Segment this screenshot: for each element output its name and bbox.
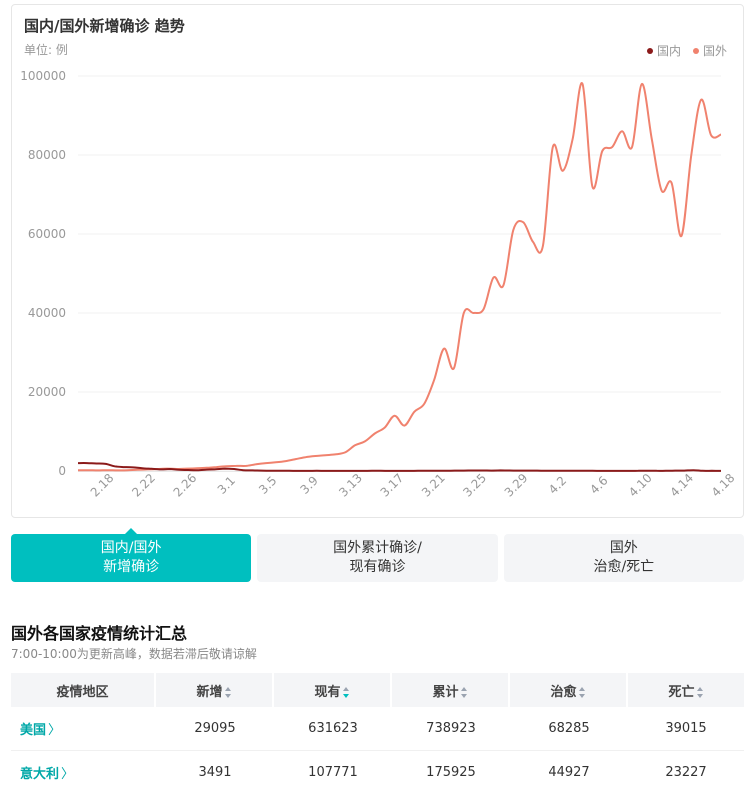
cell-new: 29095 bbox=[156, 707, 274, 751]
legend-label-foreign: 国外 bbox=[702, 44, 727, 58]
x-tick-label: 3.21 bbox=[419, 471, 448, 500]
cell-current: 107771 bbox=[274, 751, 392, 792]
summary-subtitle: 7:00-10:00为更新高峰，数据若滞后敬请谅解 bbox=[11, 647, 257, 661]
x-tick-label: 4.6 bbox=[587, 473, 610, 496]
y-tick-label: 20000 bbox=[28, 385, 66, 399]
sort-icon bbox=[460, 686, 468, 698]
x-tick-label: 2.18 bbox=[88, 471, 117, 500]
table-row[interactable]: 意大利〉 3491 107771 175925 44927 23227 bbox=[11, 751, 744, 792]
tab-cured-dead-label: 国外 治愈/死亡 bbox=[593, 540, 655, 575]
country-link-usa[interactable]: 美国〉 bbox=[11, 707, 156, 751]
cell-cured: 44927 bbox=[510, 751, 628, 792]
tab-cured-dead[interactable]: 国外 治愈/死亡 bbox=[503, 534, 744, 582]
col-header-dead[interactable]: 死亡 bbox=[628, 673, 744, 707]
legend-dot-foreign bbox=[692, 47, 699, 54]
x-tick-label: 3.13 bbox=[336, 471, 365, 500]
cell-total: 175925 bbox=[392, 751, 510, 792]
legend-item-foreign[interactable]: 国外 bbox=[692, 42, 727, 59]
chart-legend: 国内 国外 bbox=[646, 42, 727, 59]
trend-line-chart: 0 20000 40000 60000 80000 100000 2.18 2.22 2.26 3… bbox=[20, 69, 738, 500]
x-tick-label: 2.22 bbox=[129, 471, 158, 500]
x-tick-label: 3.17 bbox=[378, 471, 407, 500]
cell-cured: 68285 bbox=[510, 707, 628, 751]
sort-icon bbox=[696, 686, 704, 698]
y-tick-label: 60000 bbox=[28, 227, 66, 241]
series-line-foreign bbox=[77, 82, 722, 472]
chart-unit-label: 单位: 例 bbox=[24, 43, 68, 57]
x-tick-label: 3.29 bbox=[502, 471, 531, 500]
legend-dot-domestic bbox=[646, 47, 653, 54]
x-tick-label: 3.9 bbox=[297, 473, 320, 496]
summary-title: 国外各国家疫情统计汇总 bbox=[11, 624, 188, 643]
col-header-new[interactable]: 新增 bbox=[156, 673, 274, 707]
col-header-current[interactable]: 现有 bbox=[274, 673, 392, 707]
y-tick-label: 40000 bbox=[28, 306, 66, 320]
legend-item-domestic[interactable]: 国内 bbox=[646, 42, 681, 59]
cell-current: 631623 bbox=[274, 707, 392, 751]
tab-cumulative-current-label: 国外累计确诊/ 现有确诊 bbox=[333, 540, 422, 575]
sort-icon bbox=[578, 686, 586, 698]
col-header-total[interactable]: 累计 bbox=[392, 673, 510, 707]
sort-icon bbox=[224, 686, 232, 698]
col-header-region: 疫情地区 bbox=[11, 673, 156, 707]
x-tick-label: 4.14 bbox=[667, 471, 696, 500]
series-line-domestic bbox=[77, 462, 722, 472]
sort-desc-icon bbox=[342, 686, 350, 698]
table-row[interactable]: 美国〉 29095 631623 738923 68285 39015 bbox=[11, 707, 744, 751]
tab-cumulative-current[interactable]: 国外累计确诊/ 现有确诊 bbox=[257, 534, 498, 582]
legend-label-domestic: 国内 bbox=[656, 44, 681, 58]
y-tick-label: 80000 bbox=[28, 148, 66, 162]
y-tick-label: 100000 bbox=[20, 69, 66, 83]
tab-new-confirmed-label: 国内/国外 新增确诊 bbox=[100, 540, 162, 575]
chart-tabs: 国内/国外 新增确诊 国外累计确诊/ 现有确诊 国外 治愈/死亡 bbox=[11, 528, 744, 582]
chevron-right-icon: 〉 bbox=[48, 723, 62, 738]
x-tick-label: 4.18 bbox=[709, 471, 738, 500]
x-tick-label: 3.5 bbox=[256, 473, 279, 496]
x-tick-label: 4.2 bbox=[546, 473, 569, 496]
x-tick-label: 3.1 bbox=[215, 473, 238, 496]
x-tick-label: 4.10 bbox=[626, 471, 655, 500]
cell-dead: 39015 bbox=[628, 707, 744, 751]
x-tick-label: 3.25 bbox=[460, 471, 489, 500]
tab-new-confirmed[interactable]: 国内/国外 新增确诊 bbox=[11, 528, 252, 582]
cell-new: 3491 bbox=[156, 751, 274, 792]
cell-total: 738923 bbox=[392, 707, 510, 751]
x-tick-label: 2.26 bbox=[171, 471, 200, 500]
y-tick-label: 0 bbox=[58, 464, 66, 478]
country-link-italy[interactable]: 意大利〉 bbox=[11, 751, 156, 792]
cell-dead: 23227 bbox=[628, 751, 744, 792]
table-header-row: 疫情地区 新增 现有 累计 治愈 死亡 bbox=[11, 673, 744, 707]
col-header-cured[interactable]: 治愈 bbox=[510, 673, 628, 707]
chevron-right-icon: 〉 bbox=[61, 767, 75, 782]
country-stats-table: 疫情地区 新增 现有 累计 治愈 死亡 美国〉 29095 631623 738… bbox=[11, 673, 744, 792]
chart-title: 国内/国外新增确诊 趋势 bbox=[24, 17, 185, 35]
trend-chart-card: 国内/国外新增确诊 趋势 单位: 例 国内 国外 0 20000 40000 6000… bbox=[11, 4, 744, 518]
